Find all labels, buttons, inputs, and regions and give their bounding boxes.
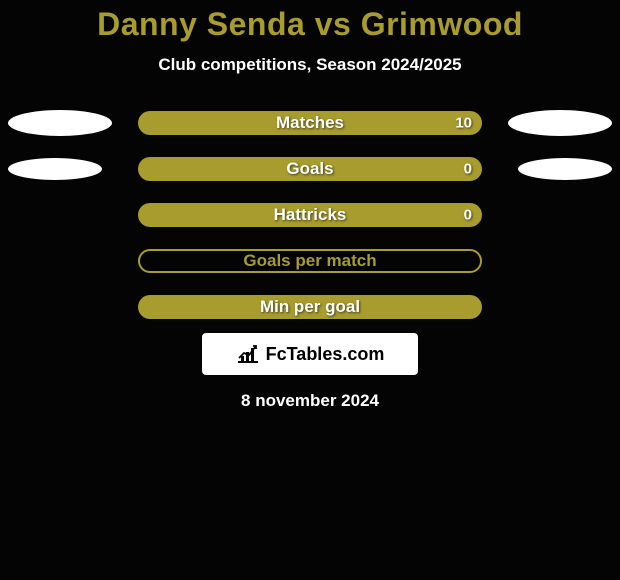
right-ellipse xyxy=(508,110,612,136)
stat-value: 10 xyxy=(455,115,472,132)
stat-bar: Min per goal xyxy=(138,295,482,319)
stat-label: Goals per match xyxy=(243,251,376,271)
stat-label: Hattricks xyxy=(274,205,347,225)
stat-row: Goals per match xyxy=(0,249,620,273)
stat-bar: Goals per match xyxy=(138,249,482,273)
stat-row: Hattricks 0 xyxy=(0,203,620,227)
brand-box: FcTables.com xyxy=(202,333,418,375)
stat-bar: Hattricks 0 xyxy=(138,203,482,227)
brand-text: FcTables.com xyxy=(266,344,385,365)
infographic-container: Danny Senda vs Grimwood Club competition… xyxy=(0,0,620,411)
stat-row: Matches 10 xyxy=(0,111,620,135)
stat-bar: Goals 0 xyxy=(138,157,482,181)
stat-bar: Matches 10 xyxy=(138,111,482,135)
stat-value: 0 xyxy=(464,207,472,224)
brand-chart-icon xyxy=(236,344,260,364)
left-ellipse xyxy=(8,158,102,180)
stat-label: Goals xyxy=(286,159,333,179)
stat-row: Goals 0 xyxy=(0,157,620,181)
stat-value: 0 xyxy=(464,161,472,178)
stat-label: Matches xyxy=(276,113,344,133)
subtitle: Club competitions, Season 2024/2025 xyxy=(0,55,620,75)
stat-row: Min per goal xyxy=(0,295,620,319)
stat-label: Min per goal xyxy=(260,297,360,317)
stats-list: Matches 10 Goals 0 Hattricks 0 Goals per match… xyxy=(0,111,620,319)
left-ellipse xyxy=(8,110,112,136)
page-title: Danny Senda vs Grimwood xyxy=(0,6,620,43)
date-text: 8 november 2024 xyxy=(0,391,620,411)
right-ellipse xyxy=(518,158,612,180)
